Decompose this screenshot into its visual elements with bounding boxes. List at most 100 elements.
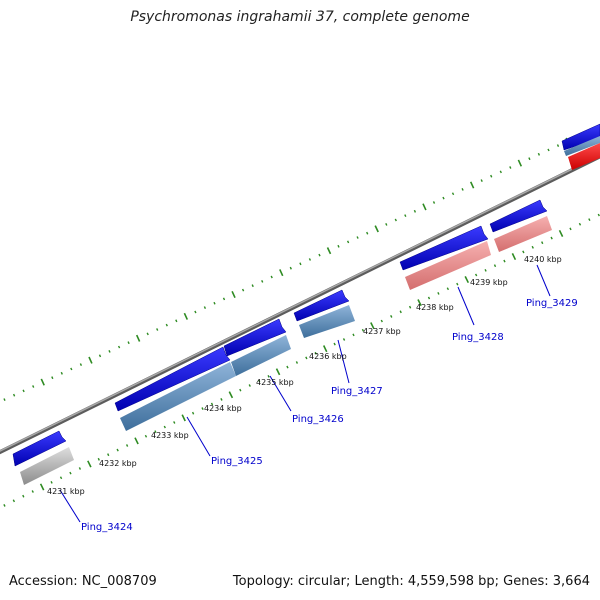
gene-partial-right-edge[interactable] [561, 123, 600, 170]
genome-backbone [0, 154, 600, 455]
major-tick [511, 253, 517, 261]
minor-tick [413, 209, 417, 213]
minor-tick [451, 192, 455, 196]
gene-ping-3425-label-line [186, 416, 211, 457]
scale-label-4235: 4235 kbp [256, 378, 294, 387]
major-tick [39, 483, 45, 491]
minor-tick [239, 388, 242, 392]
gene-ping-3428-feature [405, 241, 491, 290]
minor-tick [156, 328, 159, 331]
minor-tick [286, 365, 289, 369]
major-tick [422, 203, 427, 211]
major-tick [181, 414, 186, 422]
minor-tick [503, 259, 506, 263]
scale-label-4238: 4238 kbp [416, 303, 454, 312]
minor-tick [299, 262, 302, 266]
minor-tick [342, 338, 346, 341]
minor-tick [51, 376, 54, 380]
minor-tick [522, 250, 525, 254]
major-tick [183, 312, 189, 320]
minor-tick [456, 282, 459, 286]
gene-ping-3424-label[interactable]: Ping_3424 [81, 522, 133, 533]
minor-tick [69, 471, 72, 475]
gene-ping-3426-feature [231, 335, 291, 376]
minor-tick [346, 240, 350, 244]
minor-tick [380, 319, 383, 323]
minor-tick [97, 457, 100, 461]
minor-tick [194, 310, 197, 314]
scale-label-4231: 4231 kbp [47, 487, 85, 496]
major-tick [469, 181, 475, 189]
minor-tick [163, 425, 166, 429]
major-tick [275, 368, 281, 376]
minor-tick [531, 245, 534, 249]
minor-tick [547, 148, 550, 152]
minor-tick [201, 407, 204, 411]
gene-ping-3429-feature [494, 216, 552, 252]
gene-ping-3429-label[interactable]: Ping_3429 [526, 298, 578, 309]
gene-ping-3427[interactable]: Ping_3427 [293, 289, 383, 397]
gene-ping-3425-feature [120, 362, 236, 431]
minor-tick [385, 223, 388, 226]
scale-label-4236: 4236 kbp [309, 352, 347, 361]
minor-tick [70, 367, 73, 371]
minor-tick [305, 356, 308, 360]
minor-tick [165, 323, 168, 327]
minor-tick [144, 434, 148, 438]
gene-ping-3424[interactable]: Ping_3424 [12, 430, 133, 533]
minor-tick [220, 397, 223, 401]
scale-labels: 4231 kbp 4232 kbp 4233 kbp 4234 kbp 4235… [47, 255, 562, 496]
gene-partial-arrow [561, 123, 600, 151]
minor-tick [31, 490, 34, 493]
minor-tick [352, 333, 355, 337]
minor-tick [394, 218, 397, 222]
major-tick [370, 322, 375, 330]
gene-ping-3428-label-line [457, 286, 475, 326]
minor-tick [597, 213, 600, 217]
major-tick [135, 334, 141, 342]
gene-ping-3426-label[interactable]: Ping_3426 [292, 414, 344, 425]
minor-tick [173, 421, 176, 424]
scale-label-4233: 4233 kbp [151, 431, 189, 440]
minor-tick [474, 273, 478, 277]
minor-tick [550, 236, 553, 240]
gene-ping-3424-label-line [59, 489, 81, 523]
gene-ping-3425[interactable]: Ping_3425 [114, 346, 263, 467]
gene-partial-feature-lower [568, 143, 600, 170]
minor-tick [79, 363, 83, 366]
minor-tick [556, 144, 560, 147]
gene-ping-3428-label[interactable]: Ping_3428 [452, 332, 504, 343]
gene-ping-3427-label[interactable]: Ping_3427 [331, 386, 383, 397]
major-tick [517, 159, 523, 167]
minor-tick [314, 351, 317, 355]
gene-ping-3426-label-line [269, 375, 292, 412]
minor-tick [22, 389, 25, 393]
minor-tick [251, 284, 254, 288]
minor-tick [399, 310, 402, 314]
major-tick [279, 269, 284, 277]
gene-ping-3424-feature [20, 447, 74, 485]
gene-ping-3429-arrow [489, 199, 548, 233]
gene-ping-3425-label[interactable]: Ping_3425 [211, 456, 263, 467]
minor-tick [116, 448, 119, 452]
minor-tick [361, 328, 365, 332]
minor-tick [3, 503, 6, 507]
scale-label-4237: 4237 kbp [363, 327, 401, 336]
minor-tick [541, 241, 544, 245]
minor-tick [437, 292, 440, 295]
minor-tick [261, 279, 264, 283]
minor-tick [241, 288, 245, 292]
minor-tick [356, 236, 359, 239]
minor-tick [308, 258, 312, 261]
tick-track-lower [3, 213, 600, 507]
minor-tick [318, 253, 321, 257]
gene-ping-3429[interactable]: Ping_3429 [489, 199, 578, 309]
major-tick [88, 356, 93, 364]
gene-ping-3426[interactable]: Ping_3426 [223, 318, 344, 425]
gene-ping-3428[interactable]: Ping_3428 [399, 225, 504, 343]
gene-ping-3427-feature [299, 305, 355, 338]
major-tick [87, 460, 92, 468]
minor-tick [446, 287, 450, 291]
minor-tick [490, 174, 493, 178]
minor-tick [578, 222, 582, 226]
